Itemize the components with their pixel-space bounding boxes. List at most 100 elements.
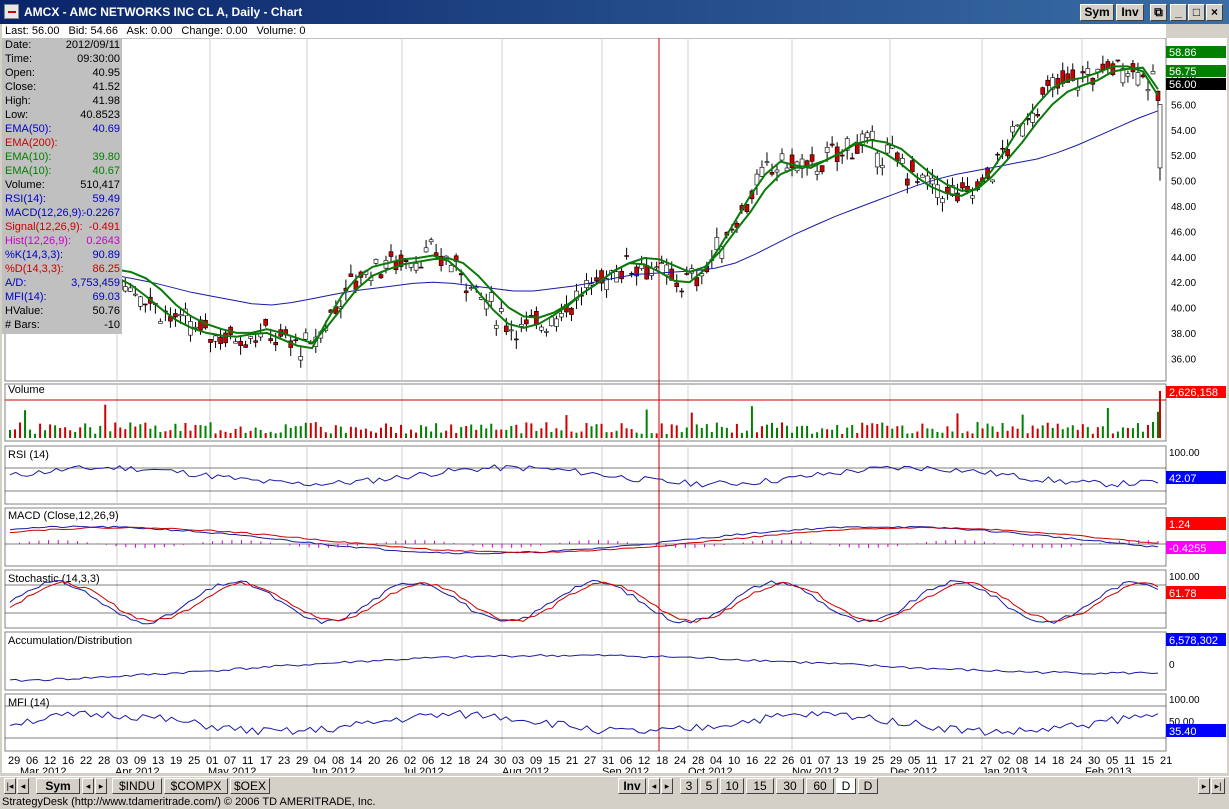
rsi-tick-label: 100.00: [1169, 448, 1200, 459]
period-60[interactable]: 60: [806, 778, 834, 794]
tab-compx[interactable]: $COMPX: [164, 778, 228, 794]
tab-sym[interactable]: Sym: [36, 778, 80, 794]
candle-body: [774, 169, 780, 173]
date-tick-label: 08: [1016, 755, 1028, 767]
month-label: Oct 2012: [688, 766, 733, 773]
data-panel-value: 2012/09/11: [65, 39, 120, 51]
candle-body: [178, 314, 183, 317]
date-tick-label: 29: [8, 755, 20, 767]
candle-body: [940, 198, 945, 204]
data-panel-row: MACD(12,26,9): -0.2267: [2, 206, 122, 220]
candle-body: [223, 332, 228, 344]
data-panel-row: Signal(12,26,9): -0.491: [2, 220, 122, 234]
period-30[interactable]: 30: [776, 778, 804, 794]
data-panel-label: EMA(10):: [5, 151, 52, 163]
scroll-left-icon[interactable]: ◂: [82, 778, 94, 794]
scroll-end-right-icon[interactable]: ▸: [1198, 778, 1210, 794]
detach-icon[interactable]: ⧉: [1150, 4, 1167, 21]
first-icon[interactable]: |◂: [4, 778, 16, 794]
date-tick-label: 16: [62, 755, 74, 767]
date-tick-label: 29: [890, 755, 902, 767]
candle-body: [243, 344, 248, 348]
period-left-icon[interactable]: ◂: [648, 778, 660, 794]
data-panel-label: Signal(12,26,9):: [5, 221, 83, 233]
tab-indu[interactable]: $INDU: [112, 778, 162, 794]
macd-line: [9, 525, 1159, 555]
data-panel-value: 09:30:00: [77, 53, 120, 65]
candle-body: [463, 290, 469, 294]
data-panel-row: # Bars: -10: [2, 318, 122, 332]
chart-canvas[interactable]: 60.0058.0056.0054.0052.0050.0048.0046.00…: [2, 37, 1227, 778]
candle-body: [1030, 112, 1035, 123]
candle-body: [1045, 79, 1051, 86]
date-tick-label: 26: [386, 755, 398, 767]
tab-inv[interactable]: Inv: [618, 778, 646, 794]
candle-body: [960, 182, 965, 189]
minimize-icon[interactable]: _: [1170, 4, 1187, 21]
candle-body: [138, 296, 143, 307]
inv-button[interactable]: Inv: [1116, 4, 1144, 21]
maximize-icon[interactable]: □: [1188, 4, 1205, 21]
candle-body: [629, 272, 634, 275]
candle-body: [1035, 113, 1040, 117]
period-d-active[interactable]: D: [836, 778, 856, 794]
candle-body: [413, 263, 419, 271]
ask-price: Ask: 0.00: [126, 25, 173, 37]
sym-button[interactable]: Sym: [1080, 4, 1114, 21]
scroll-right-icon[interactable]: ▸: [95, 778, 107, 794]
data-panel-label: High:: [5, 95, 31, 107]
rsi-panel-title: RSI (14): [8, 449, 49, 461]
date-tick-label: 25: [872, 755, 884, 767]
stoch-tick-label: 100.00: [1169, 572, 1200, 583]
candle-body: [133, 293, 138, 296]
period-d[interactable]: D: [858, 778, 878, 794]
candle-body: [915, 181, 920, 183]
month-label: Apr 2012: [115, 766, 160, 773]
period-5[interactable]: 5: [700, 778, 718, 794]
candle-body: [900, 158, 905, 164]
period-10[interactable]: 10: [720, 778, 744, 794]
scroll-end-icon[interactable]: ▸|: [1211, 778, 1225, 794]
candle-body: [809, 154, 815, 162]
prev-icon[interactable]: ◂: [17, 778, 29, 794]
candle-body: [1000, 148, 1005, 150]
change-value: Change: 0.00: [181, 25, 248, 37]
date-tick-label: 03: [512, 755, 524, 767]
data-panel-row: Time: 09:30:00: [2, 52, 122, 66]
candle-body: [684, 273, 690, 275]
data-panel-label: RSI(14):: [5, 193, 46, 205]
period-15[interactable]: 15: [746, 778, 774, 794]
tab-oex[interactable]: $OEX: [230, 778, 270, 794]
chart-area[interactable]: 60.0058.0056.0054.0052.0050.0048.0046.00…: [2, 37, 1227, 778]
price-tick-label: 38.00: [1171, 329, 1196, 340]
period-right-icon[interactable]: ▸: [661, 778, 673, 794]
mfi-badge-label: 35.40: [1169, 726, 1197, 738]
date-tick-label: 12: [440, 755, 452, 767]
close-icon[interactable]: ×: [1206, 4, 1223, 21]
date-tick-label: 30: [494, 755, 506, 767]
date-tick-label: 08: [332, 755, 344, 767]
macd-badge-label: 1.24: [1169, 519, 1190, 531]
price-tick-label: 50.00: [1171, 177, 1196, 188]
candle-body: [493, 324, 499, 329]
date-tick-label: 24: [674, 755, 686, 767]
title-bar[interactable]: AMCX - AMC NETWORKS INC CL A, Daily - Ch…: [0, 0, 1229, 24]
data-panel-row: EMA(10): 40.67: [2, 164, 122, 178]
bid-price: Bid: 54.66: [68, 25, 119, 37]
candle-body: [348, 273, 354, 277]
volume-badge: [1166, 386, 1226, 398]
period-3[interactable]: 3: [680, 778, 698, 794]
data-panel-value: 41.52: [92, 81, 120, 93]
date-tick-label: 22: [80, 755, 92, 767]
candle-body: [158, 321, 163, 324]
data-panel-value: 40.67: [92, 165, 120, 177]
date-tick-label: 07: [224, 755, 236, 767]
candle-body: [428, 239, 434, 243]
last-candle-body: [1157, 104, 1163, 169]
data-panel-label: Low:: [5, 109, 29, 121]
data-panel-value: -10: [104, 319, 120, 331]
candle-body: [418, 266, 424, 269]
date-tick-label: 09: [134, 755, 146, 767]
candle-body: [905, 178, 910, 186]
candle-body: [594, 277, 599, 282]
